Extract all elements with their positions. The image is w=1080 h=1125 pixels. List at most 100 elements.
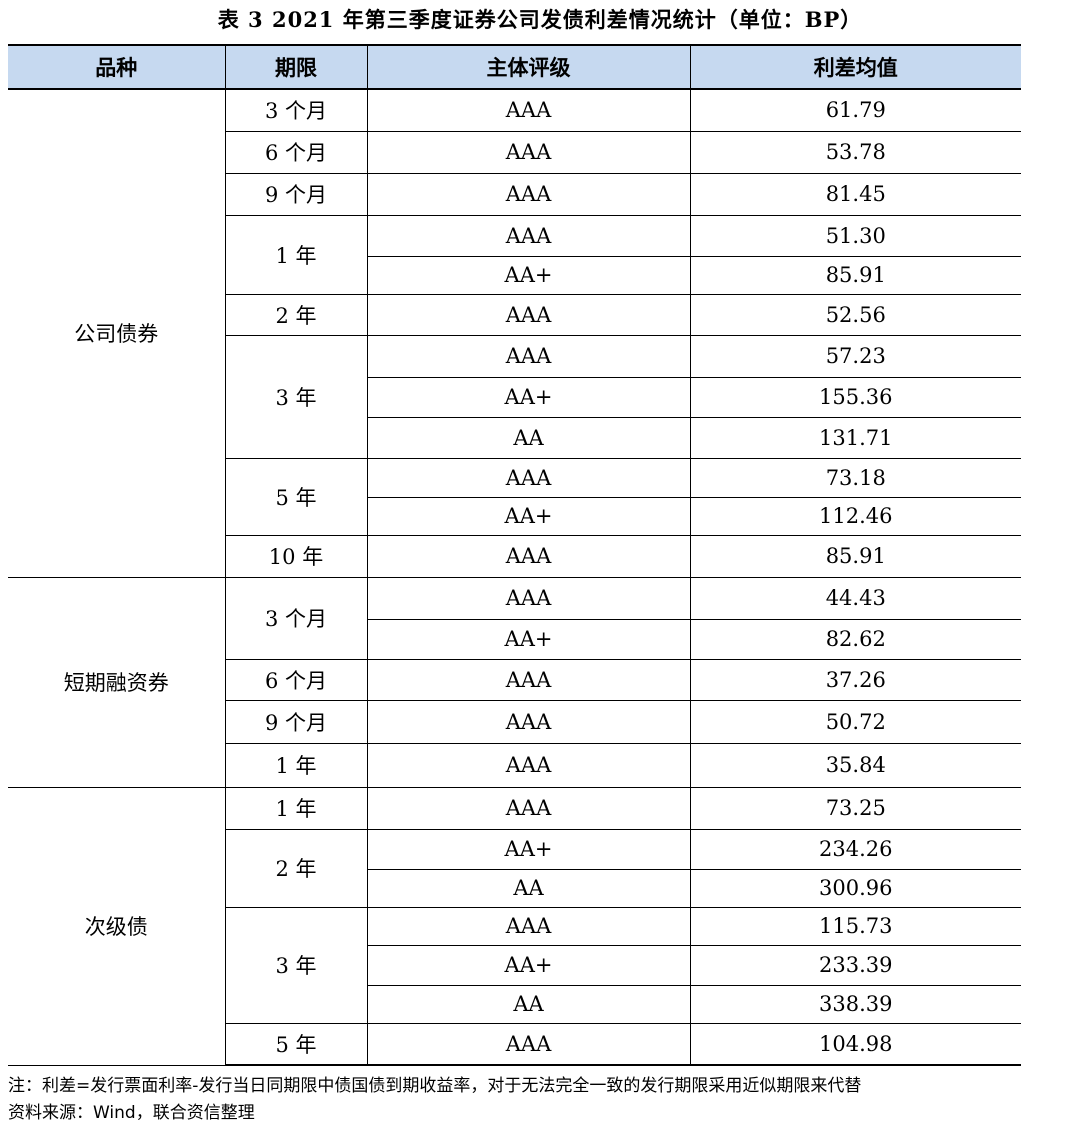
table-row: 5 年 AAA 73.18 — [8, 458, 1021, 536]
term-cell: 2 年 — [225, 294, 368, 336]
term-cell: 1 年 — [224, 787, 368, 830]
spread-cell: 300.96 — [689, 869, 1021, 908]
rating-cell: AAA — [366, 458, 691, 498]
spread-cell: 115.73 — [689, 907, 1021, 946]
rating-cell: AA+ — [367, 619, 691, 660]
rating-cell: AAA — [366, 1023, 691, 1066]
rating-cell: AAA — [366, 907, 691, 946]
rating-cell: AA+ — [367, 945, 691, 986]
table-row: AA 131.71 — [8, 417, 1021, 459]
spread-cell: 73.25 — [689, 787, 1021, 830]
table-row: 次级债 1 年 AAA 73.25 — [8, 787, 1021, 1066]
category-cell: 短期融资券 — [8, 577, 226, 788]
table-title: 表 3 2021 年第三季度证券公司发债利差情况统计（单位：BP） — [217, 7, 863, 32]
spread-cell: 61.79 — [689, 89, 1021, 132]
spread-cell: 338.39 — [689, 985, 1021, 1024]
term-cell: 1 年 — [225, 215, 368, 295]
spread-cell: 44.43 — [689, 577, 1021, 620]
term-cell: 9 个月 — [225, 173, 368, 216]
table-row: 短期融资券 3 个月 AAA 44.43 — [8, 577, 1021, 788]
term-cell: 6 个月 — [225, 131, 368, 174]
spread-cell: 104.98 — [689, 1023, 1021, 1066]
table-row: 2 年 AA+ 234.26 — [8, 829, 1021, 908]
table-row: 3 年 AAA 57.23 — [8, 335, 1021, 459]
category-cell: 次级债 — [8, 787, 226, 1066]
rating-cell: AAA — [366, 294, 691, 336]
term-cell: 5 年 — [225, 458, 368, 536]
header-category: 品种 — [8, 44, 226, 90]
spread-cell: 51.30 — [689, 215, 1021, 257]
table-row: AA+ 233.39 — [8, 945, 1021, 986]
term-cell: 1 年 — [225, 743, 368, 788]
term-cell: 3 年 — [225, 907, 368, 1024]
category-cell: 公司债券 — [8, 89, 226, 578]
table-row: 10 年 AAA 85.91 — [8, 535, 1021, 578]
spread-cell: 73.18 — [689, 458, 1021, 498]
spread-cell: 81.45 — [689, 173, 1021, 216]
rating-cell: AAA — [366, 535, 691, 578]
term-cell: 9 个月 — [225, 700, 368, 744]
table-row: 9 个月 AAA 81.45 — [8, 173, 1021, 216]
table-row: AA 338.39 — [8, 985, 1021, 1024]
spread-cell: 82.62 — [689, 619, 1021, 660]
table-row: 5 年 AAA 104.98 — [8, 1023, 1021, 1066]
spread-table: 品种 期限 主体评级 利差均值 公司债券 3 个月 AAA 61.79 6 个月 AAA 5… — [8, 44, 1021, 1066]
spread-cell: 37.26 — [689, 659, 1021, 701]
rating-cell: AAA — [366, 131, 691, 174]
rating-cell: AA+ — [367, 377, 691, 418]
header-term: 期限 — [224, 44, 368, 90]
rating-cell: AAA — [366, 335, 691, 378]
table-row: 1 年 AAA 35.84 — [8, 743, 1021, 788]
spread-cell: 131.71 — [689, 417, 1021, 459]
term-cell: 10 年 — [225, 535, 368, 578]
spread-cell: 35.84 — [689, 743, 1021, 788]
table-row: 3 年 AAA 115.73 — [8, 907, 1021, 1024]
table-row: AA+ 155.36 — [8, 377, 1021, 418]
rating-cell: AAA — [366, 700, 691, 744]
spread-cell: 52.56 — [689, 294, 1021, 336]
rating-cell: AA+ — [367, 497, 691, 536]
rating-cell: AAA — [366, 743, 691, 788]
term-cell: 3 年 — [225, 335, 368, 459]
rating-cell: AAA — [366, 577, 691, 620]
rating-cell: AAA — [366, 89, 691, 132]
header-spread: 利差均值 — [689, 44, 1021, 90]
spread-cell: 155.36 — [689, 377, 1021, 418]
table-row: 2 年 AAA 52.56 — [8, 294, 1021, 336]
table-row: AA+ 112.46 — [8, 497, 1021, 536]
rating-cell: AAA — [366, 659, 691, 701]
spread-cell: 233.39 — [689, 945, 1021, 986]
term-cell: 3 个月 — [224, 89, 368, 132]
rating-cell: AA — [367, 869, 691, 908]
table-row: 6 个月 AAA 53.78 — [8, 131, 1021, 174]
rating-cell: AA+ — [366, 829, 691, 870]
term-cell: 6 个月 — [225, 659, 368, 701]
table-row: 公司债券 3 个月 AAA 61.79 — [8, 89, 1021, 578]
table-row: 6 个月 AAA 37.26 — [8, 659, 1021, 701]
table-note: 注：利差=发行票面利率-发行当日同期限中债国债到期收益率，对于无法完全一致的发行… — [8, 1076, 862, 1096]
rating-cell: AA+ — [367, 256, 691, 295]
rating-cell: AAA — [366, 215, 691, 257]
data-source: 资料来源：Wind，联合资信整理 — [8, 1103, 255, 1123]
table-row: 9 个月 AAA 50.72 — [8, 700, 1021, 744]
header-rating: 主体评级 — [366, 44, 691, 90]
rating-cell: AA — [367, 417, 691, 459]
rating-cell: AAA — [366, 173, 691, 216]
spread-cell: 53.78 — [689, 131, 1021, 174]
term-cell: 5 年 — [225, 1023, 368, 1066]
spread-cell: 112.46 — [689, 497, 1021, 536]
table-row: AA 300.96 — [8, 869, 1021, 908]
spread-cell: 234.26 — [689, 829, 1021, 870]
spread-cell: 85.91 — [689, 256, 1021, 295]
table-row: AA+ 82.62 — [8, 619, 1021, 660]
rating-cell: AA — [367, 985, 691, 1024]
spread-cell: 85.91 — [689, 535, 1021, 578]
spread-cell: 57.23 — [689, 335, 1021, 378]
header-row: 品种 期限 主体评级 利差均值 — [8, 44, 1021, 90]
term-cell: 3 个月 — [224, 577, 368, 660]
term-cell: 2 年 — [225, 829, 368, 908]
table-row: 1 年 AAA 51.30 — [8, 215, 1021, 295]
rating-cell: AAA — [366, 787, 691, 830]
spread-cell: 50.72 — [689, 700, 1021, 744]
table-row: AA+ 85.91 — [8, 256, 1021, 295]
